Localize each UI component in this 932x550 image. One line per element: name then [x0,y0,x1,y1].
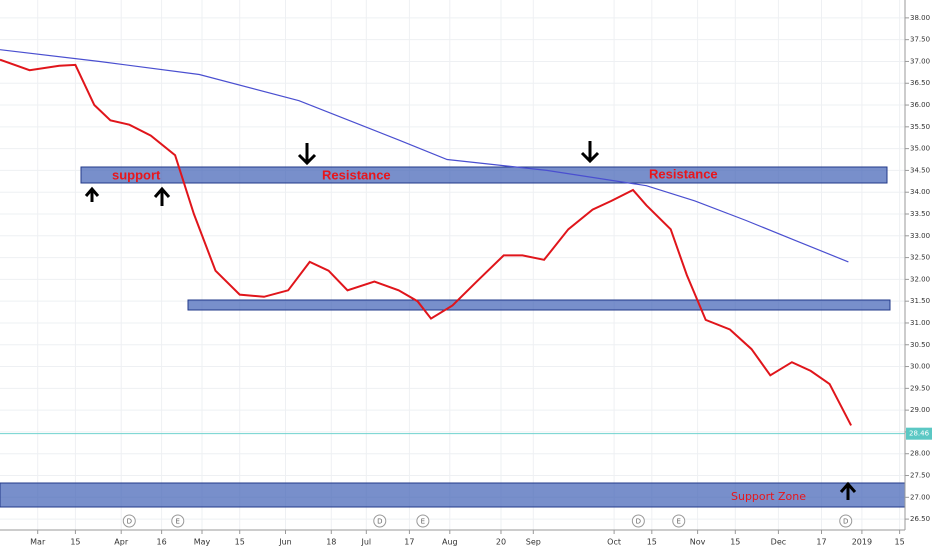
x-tick-label: 2019 [852,538,872,547]
x-tick-label: 18 [326,538,336,547]
annotation: support [112,167,161,182]
event-label: D [127,518,132,526]
y-tick-label: 32.50 [910,254,930,262]
event-marker [373,514,387,528]
y-tick-label: 35.00 [910,145,930,153]
event-marker [171,514,185,528]
annotation: Resistance [649,166,718,181]
last-price-box [906,427,932,440]
x-tick-label: Mar [30,538,46,547]
x-tick-label: 20 [496,538,506,547]
support-zone [0,482,906,508]
event-label: E [677,518,681,526]
x-tick-label: 15 [70,538,80,547]
x-tick-label: Aug [442,538,458,547]
x-tick-label: Jul [360,538,371,547]
y-tick-label: 31.00 [910,319,930,327]
x-tick-label: 17 [404,538,414,547]
y-tick-label: 32.00 [910,275,930,283]
event-label: E [176,518,180,526]
event-label: E [421,518,425,526]
y-tick-label: 37.00 [910,57,930,65]
x-tick-label: Dec [771,538,786,547]
y-tick-label: 34.00 [910,188,930,196]
x-tick-label: 15 [647,538,657,547]
y-tick-label: 33.00 [910,232,930,240]
annotation: Resistance [322,167,391,182]
ma-line [0,49,849,263]
event-marker [839,514,853,528]
x-tick-label: Oct [607,538,621,547]
y-tick-label: 33.50 [910,210,930,218]
y-tick-label: 26.50 [910,515,930,523]
x-tick-label: 15 [235,538,245,547]
last-price-label: 28.46 [909,430,930,438]
event-label: D [377,518,382,526]
y-tick-label: 28.00 [910,450,930,458]
y-tick-label: 36.50 [910,79,930,87]
middle-zone [187,299,891,311]
event-marker [122,514,136,528]
x-tick-label: May [194,538,211,547]
event-marker [631,514,645,528]
x-tick-label: Jun [278,538,292,547]
y-tick-label: 37.50 [910,36,930,44]
event-label: D [636,518,641,526]
x-tick-label: 16 [157,538,167,547]
x-tick-label: 17 [816,538,826,547]
marks [0,49,905,435]
event-marker [416,514,430,528]
y-tick-label: 34.50 [910,166,930,174]
y-tick-label: 27.50 [910,472,930,480]
y-tick-label: 27.00 [910,493,930,501]
y-tick-label: 30.00 [910,363,930,371]
x-tick-label: Apr [114,538,129,547]
y-tick-label: 35.50 [910,123,930,131]
x-tick-label: Sep [526,538,541,547]
y-tick-label: 29.50 [910,384,930,392]
y-tick-label: 29.00 [910,406,930,414]
x-tick-label: Nov [690,538,706,547]
annotation: Support Zone [731,490,806,503]
y-tick-label: 36.00 [910,101,930,109]
y-tick-label: 31.50 [910,297,930,305]
ma-line [0,58,852,426]
x-tick-label: 15 [895,538,905,547]
event-marker [672,514,686,528]
x-tick-label: 15 [730,538,740,547]
arrows [84,141,857,500]
y-tick-label: 38.00 [910,14,930,22]
y-tick-label: 30.50 [910,341,930,349]
event-label: D [843,518,848,526]
resistance-zone [80,166,888,184]
